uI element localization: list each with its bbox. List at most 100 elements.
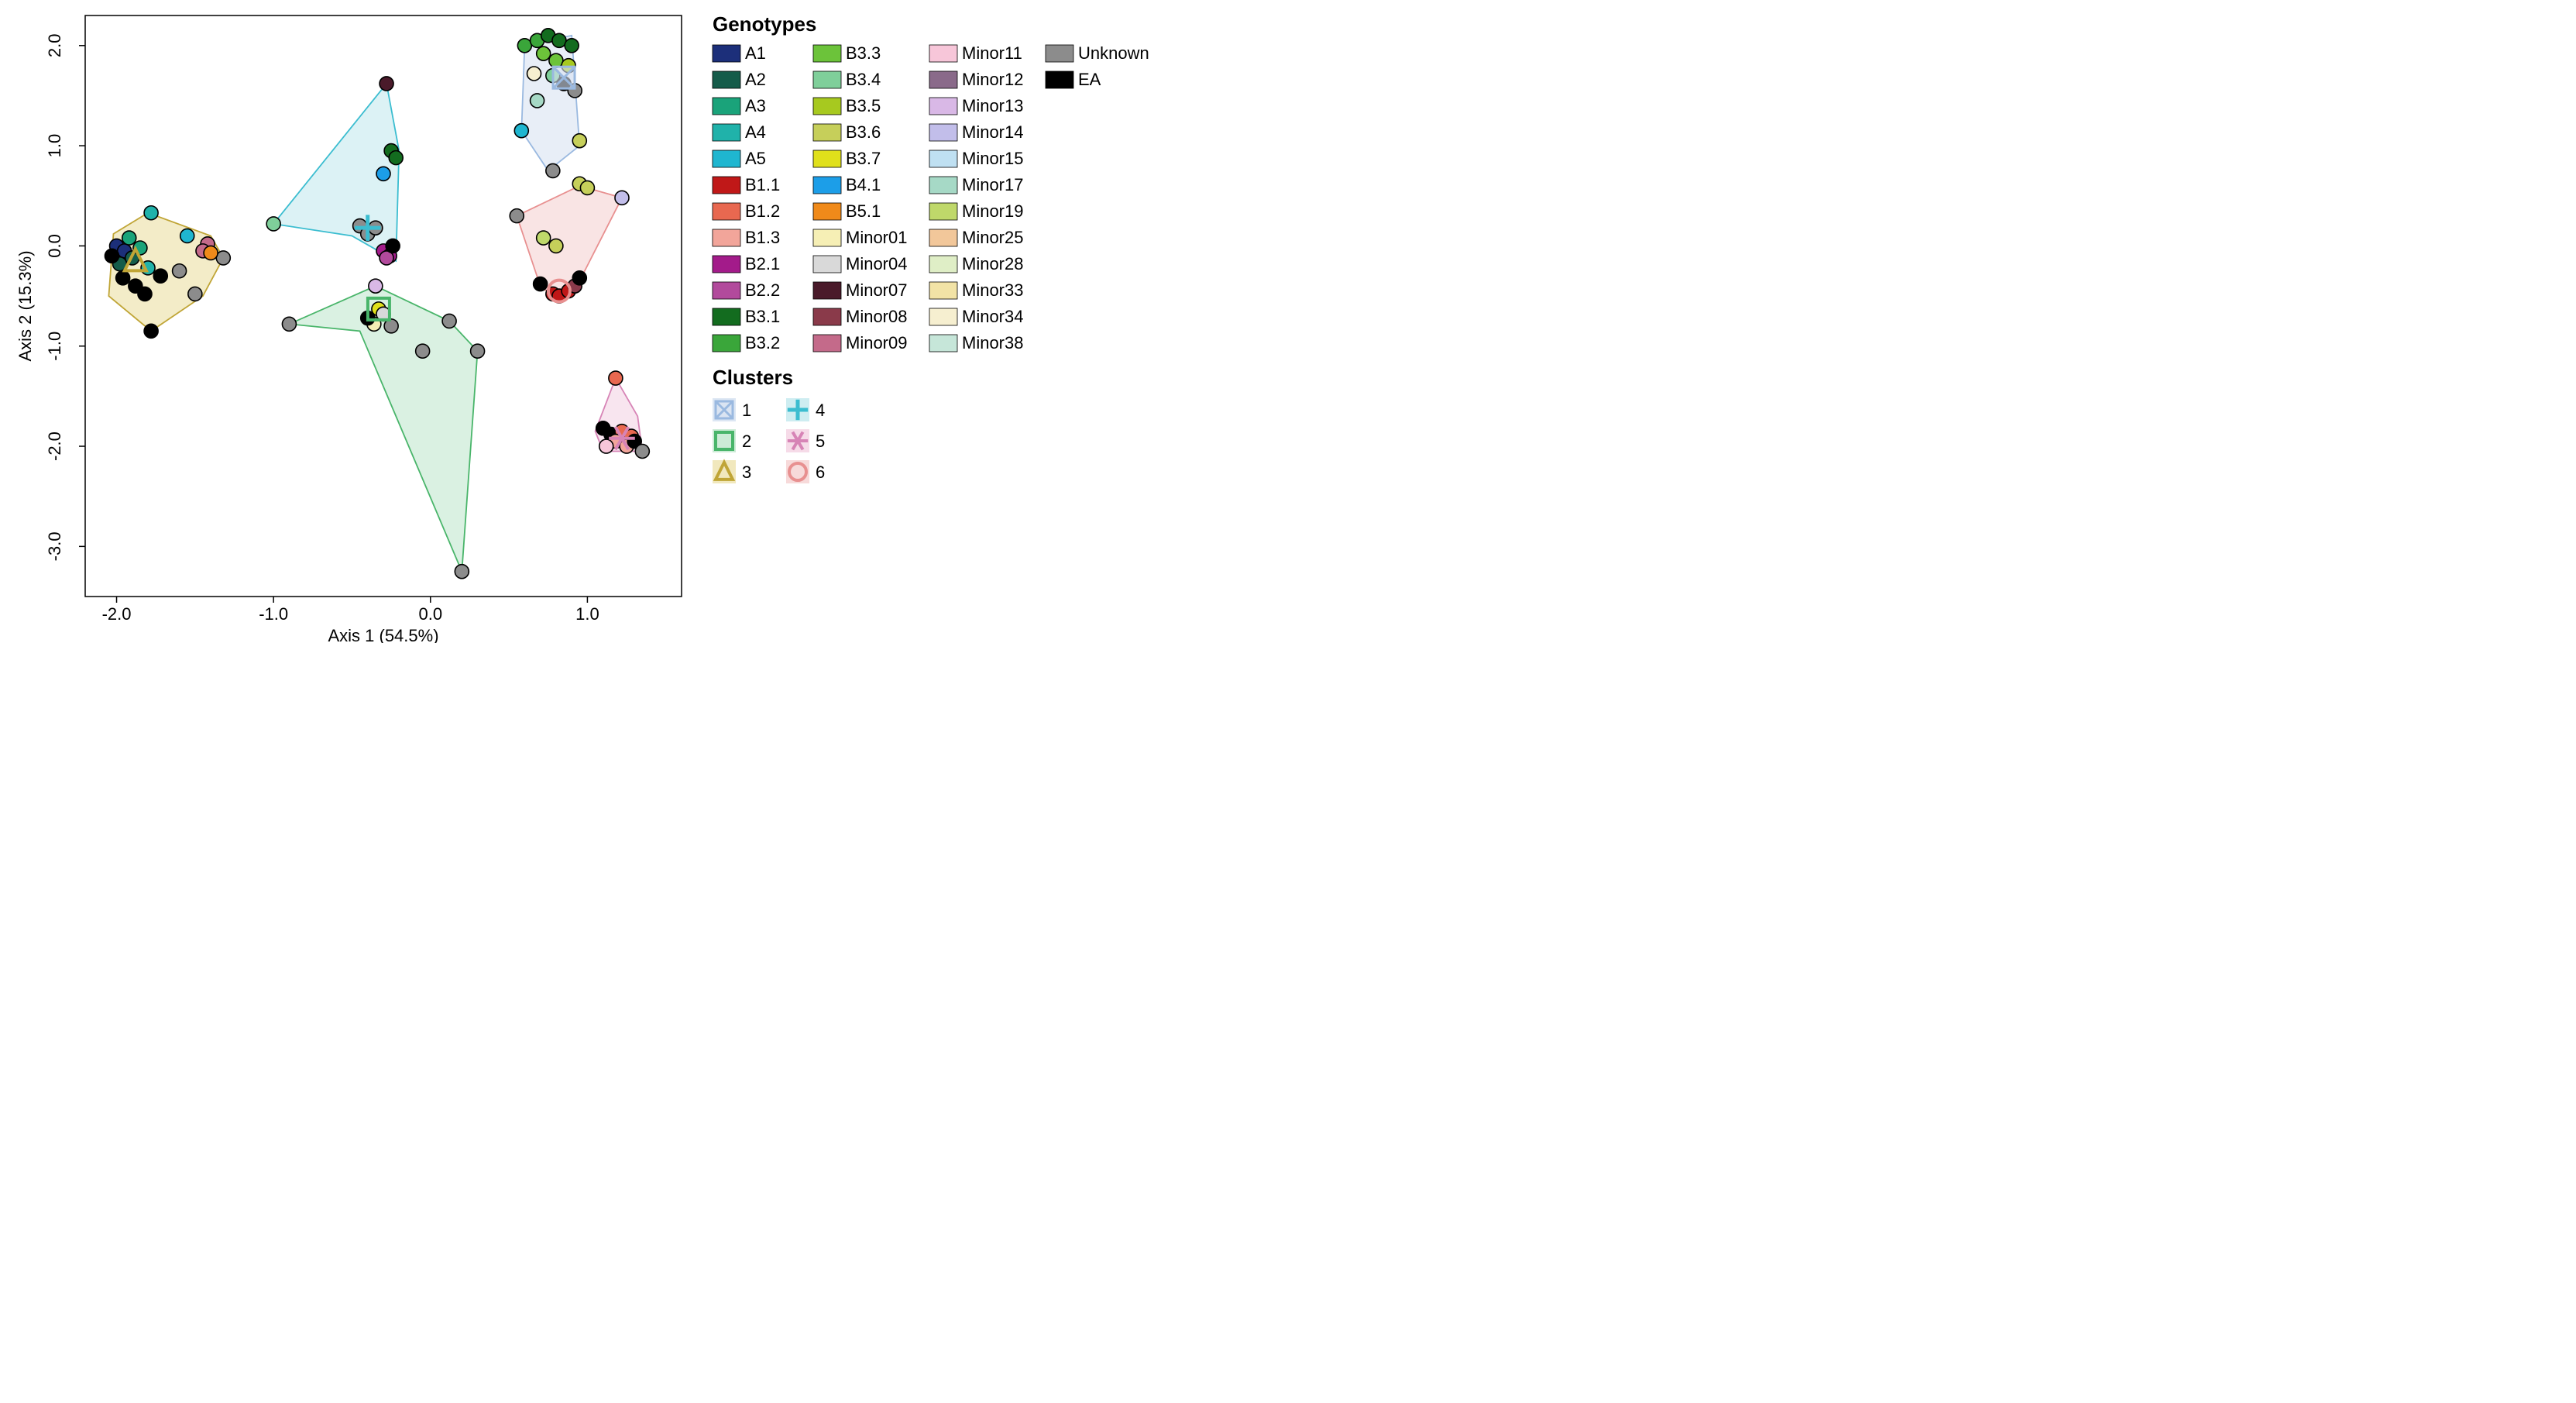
legend-label: B1.3 (745, 228, 780, 247)
data-point (389, 151, 403, 165)
data-point (531, 94, 544, 108)
legend-label: Minor07 (846, 280, 907, 300)
legend-clusters (713, 398, 809, 483)
hull-cluster-2 (289, 286, 477, 572)
data-point (380, 77, 393, 91)
data-point (282, 317, 296, 331)
hull-cluster-6 (517, 186, 622, 296)
legend-swatch (929, 124, 957, 141)
legend-label: Minor09 (846, 333, 907, 352)
legend-label: Minor12 (962, 70, 1023, 89)
legend-swatch (713, 203, 740, 220)
legend-label: B1.1 (745, 175, 780, 194)
legend-swatch (929, 98, 957, 115)
legend-swatch (929, 282, 957, 299)
data-point (537, 231, 551, 245)
svg-text:0.0: 0.0 (418, 604, 442, 624)
legend-swatch (713, 335, 740, 352)
pcoa-scatter-plot: -2.0-1.00.01.0-3.0-2.0-1.00.01.02.0Axis … (0, 0, 1177, 643)
legend-swatch (813, 203, 841, 220)
data-point (534, 277, 548, 291)
legend-swatch (713, 256, 740, 273)
legend-genotypes (713, 45, 1073, 352)
svg-text:-2.0: -2.0 (102, 604, 132, 624)
legend-label: B1.2 (745, 201, 780, 221)
x-axis-label: Axis 1 (54.5%) (328, 626, 438, 643)
legend-label: Minor38 (962, 333, 1023, 352)
legend-label: Unknown (1078, 43, 1149, 63)
data-point (138, 287, 152, 301)
data-point (455, 565, 469, 579)
data-point (153, 269, 167, 283)
svg-text:-3.0: -3.0 (45, 531, 64, 561)
legend-swatch (813, 335, 841, 352)
data-point (266, 217, 280, 231)
legend-swatch (713, 282, 740, 299)
legend-swatch (1046, 45, 1073, 62)
legend-label: Minor13 (962, 96, 1023, 115)
legend-swatch (813, 150, 841, 167)
legend-label: Minor11 (962, 43, 1022, 63)
legend-clusters-title: Clusters (713, 366, 793, 389)
data-point (546, 163, 560, 177)
data-point (615, 191, 629, 205)
legend-label: B3.2 (745, 333, 780, 352)
data-point (635, 445, 649, 459)
data-point (180, 229, 194, 242)
legend-label: B3.6 (846, 122, 881, 142)
data-point (471, 344, 485, 358)
legend-swatch (813, 229, 841, 246)
legend-label: Minor25 (962, 228, 1023, 247)
legend-cluster-label: 6 (816, 463, 825, 482)
legend-label: Minor34 (962, 307, 1023, 326)
legend-label: B3.3 (846, 43, 881, 63)
legend-swatch (813, 256, 841, 273)
legend-swatch (713, 98, 740, 115)
legend-label: Minor14 (962, 122, 1023, 142)
data-point (376, 167, 390, 181)
legend-label: EA (1078, 70, 1101, 89)
legend-swatch (813, 124, 841, 141)
legend-swatch (1046, 71, 1073, 88)
legend-swatch (713, 150, 740, 167)
legend-swatch (813, 98, 841, 115)
svg-text:0.0: 0.0 (45, 234, 64, 258)
legend-swatch (813, 71, 841, 88)
data-point (116, 271, 130, 285)
data-point (204, 246, 218, 260)
data-point (105, 249, 118, 263)
legend-swatch (929, 335, 957, 352)
legend-label: Minor19 (962, 201, 1023, 221)
legend-label: A3 (745, 96, 766, 115)
data-point (510, 209, 524, 223)
legend-swatch (813, 308, 841, 325)
legend-genotypes-title: Genotypes (713, 12, 816, 36)
data-point (514, 124, 528, 138)
legend-label: B5.1 (846, 201, 881, 221)
data-point (188, 287, 202, 301)
legend-swatch (929, 71, 957, 88)
legend-swatch (813, 282, 841, 299)
legend-swatch (713, 124, 740, 141)
legend-cluster-label: 5 (816, 432, 825, 451)
legend-label: B3.7 (846, 149, 881, 168)
legend-swatch (713, 177, 740, 194)
data-point (537, 46, 551, 60)
legend-swatch (713, 71, 740, 88)
legend-label: B2.2 (745, 280, 780, 300)
data-point (173, 264, 187, 278)
data-point (572, 271, 586, 285)
legend-label: B2.1 (745, 254, 780, 273)
data-point (144, 324, 158, 338)
legend-swatch (813, 45, 841, 62)
legend-swatch (929, 308, 957, 325)
legend-label: Minor08 (846, 307, 907, 326)
svg-text:-1.0: -1.0 (45, 332, 64, 361)
data-point (216, 251, 230, 265)
legend-swatch (929, 229, 957, 246)
data-point (549, 239, 563, 253)
data-point (369, 279, 383, 293)
data-point (416, 344, 430, 358)
svg-text:-2.0: -2.0 (45, 432, 64, 461)
legend-label: A5 (745, 149, 766, 168)
